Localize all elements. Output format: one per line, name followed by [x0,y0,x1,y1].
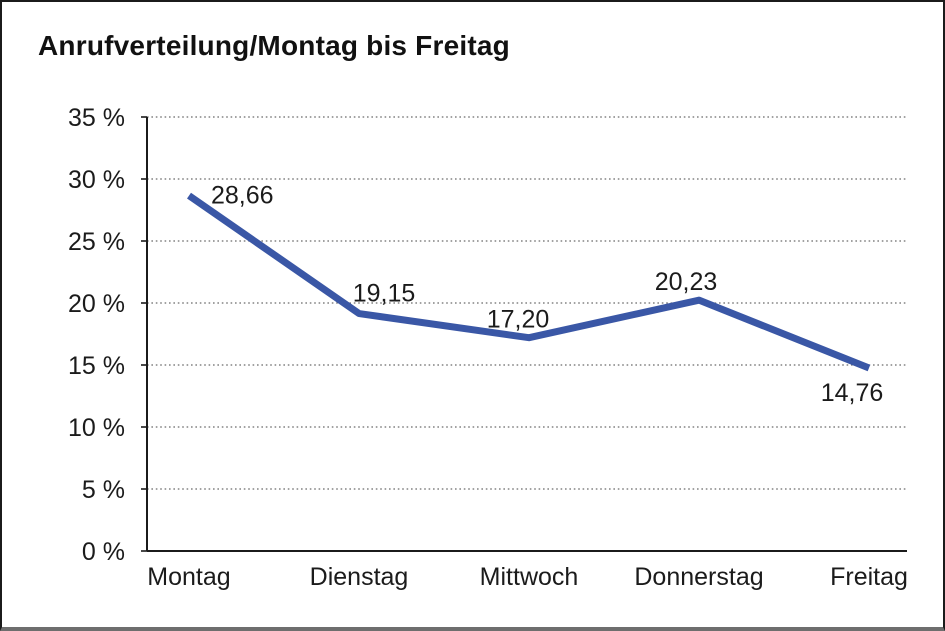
x-tick-label: Montag [147,563,230,591]
point-label: 17,20 [487,306,550,334]
x-tick-label: Donnerstag [634,563,763,591]
y-tick-label: 10 % [68,414,125,442]
y-tick-label: 20 % [68,290,125,318]
x-tick-label: Freitag [830,563,908,591]
y-tick-label: 15 % [68,352,125,380]
chart-title: Anrufverteilung/Montag bis Freitag [38,30,510,61]
y-tick-label: 0 % [82,538,125,566]
x-tick-label: Dienstag [310,563,409,591]
y-tick-label: 35 % [68,104,125,132]
series-line [187,192,871,372]
y-tick-label: 5 % [82,476,125,504]
point-label: 20,23 [655,268,718,296]
point-label: 28,66 [211,182,274,210]
x-tick-label: Mittwoch [480,563,579,591]
y-tick-label: 30 % [68,166,125,194]
point-label: 19,15 [353,280,416,308]
point-label: 14,76 [821,379,884,407]
y-tick-label: 25 % [68,228,125,256]
